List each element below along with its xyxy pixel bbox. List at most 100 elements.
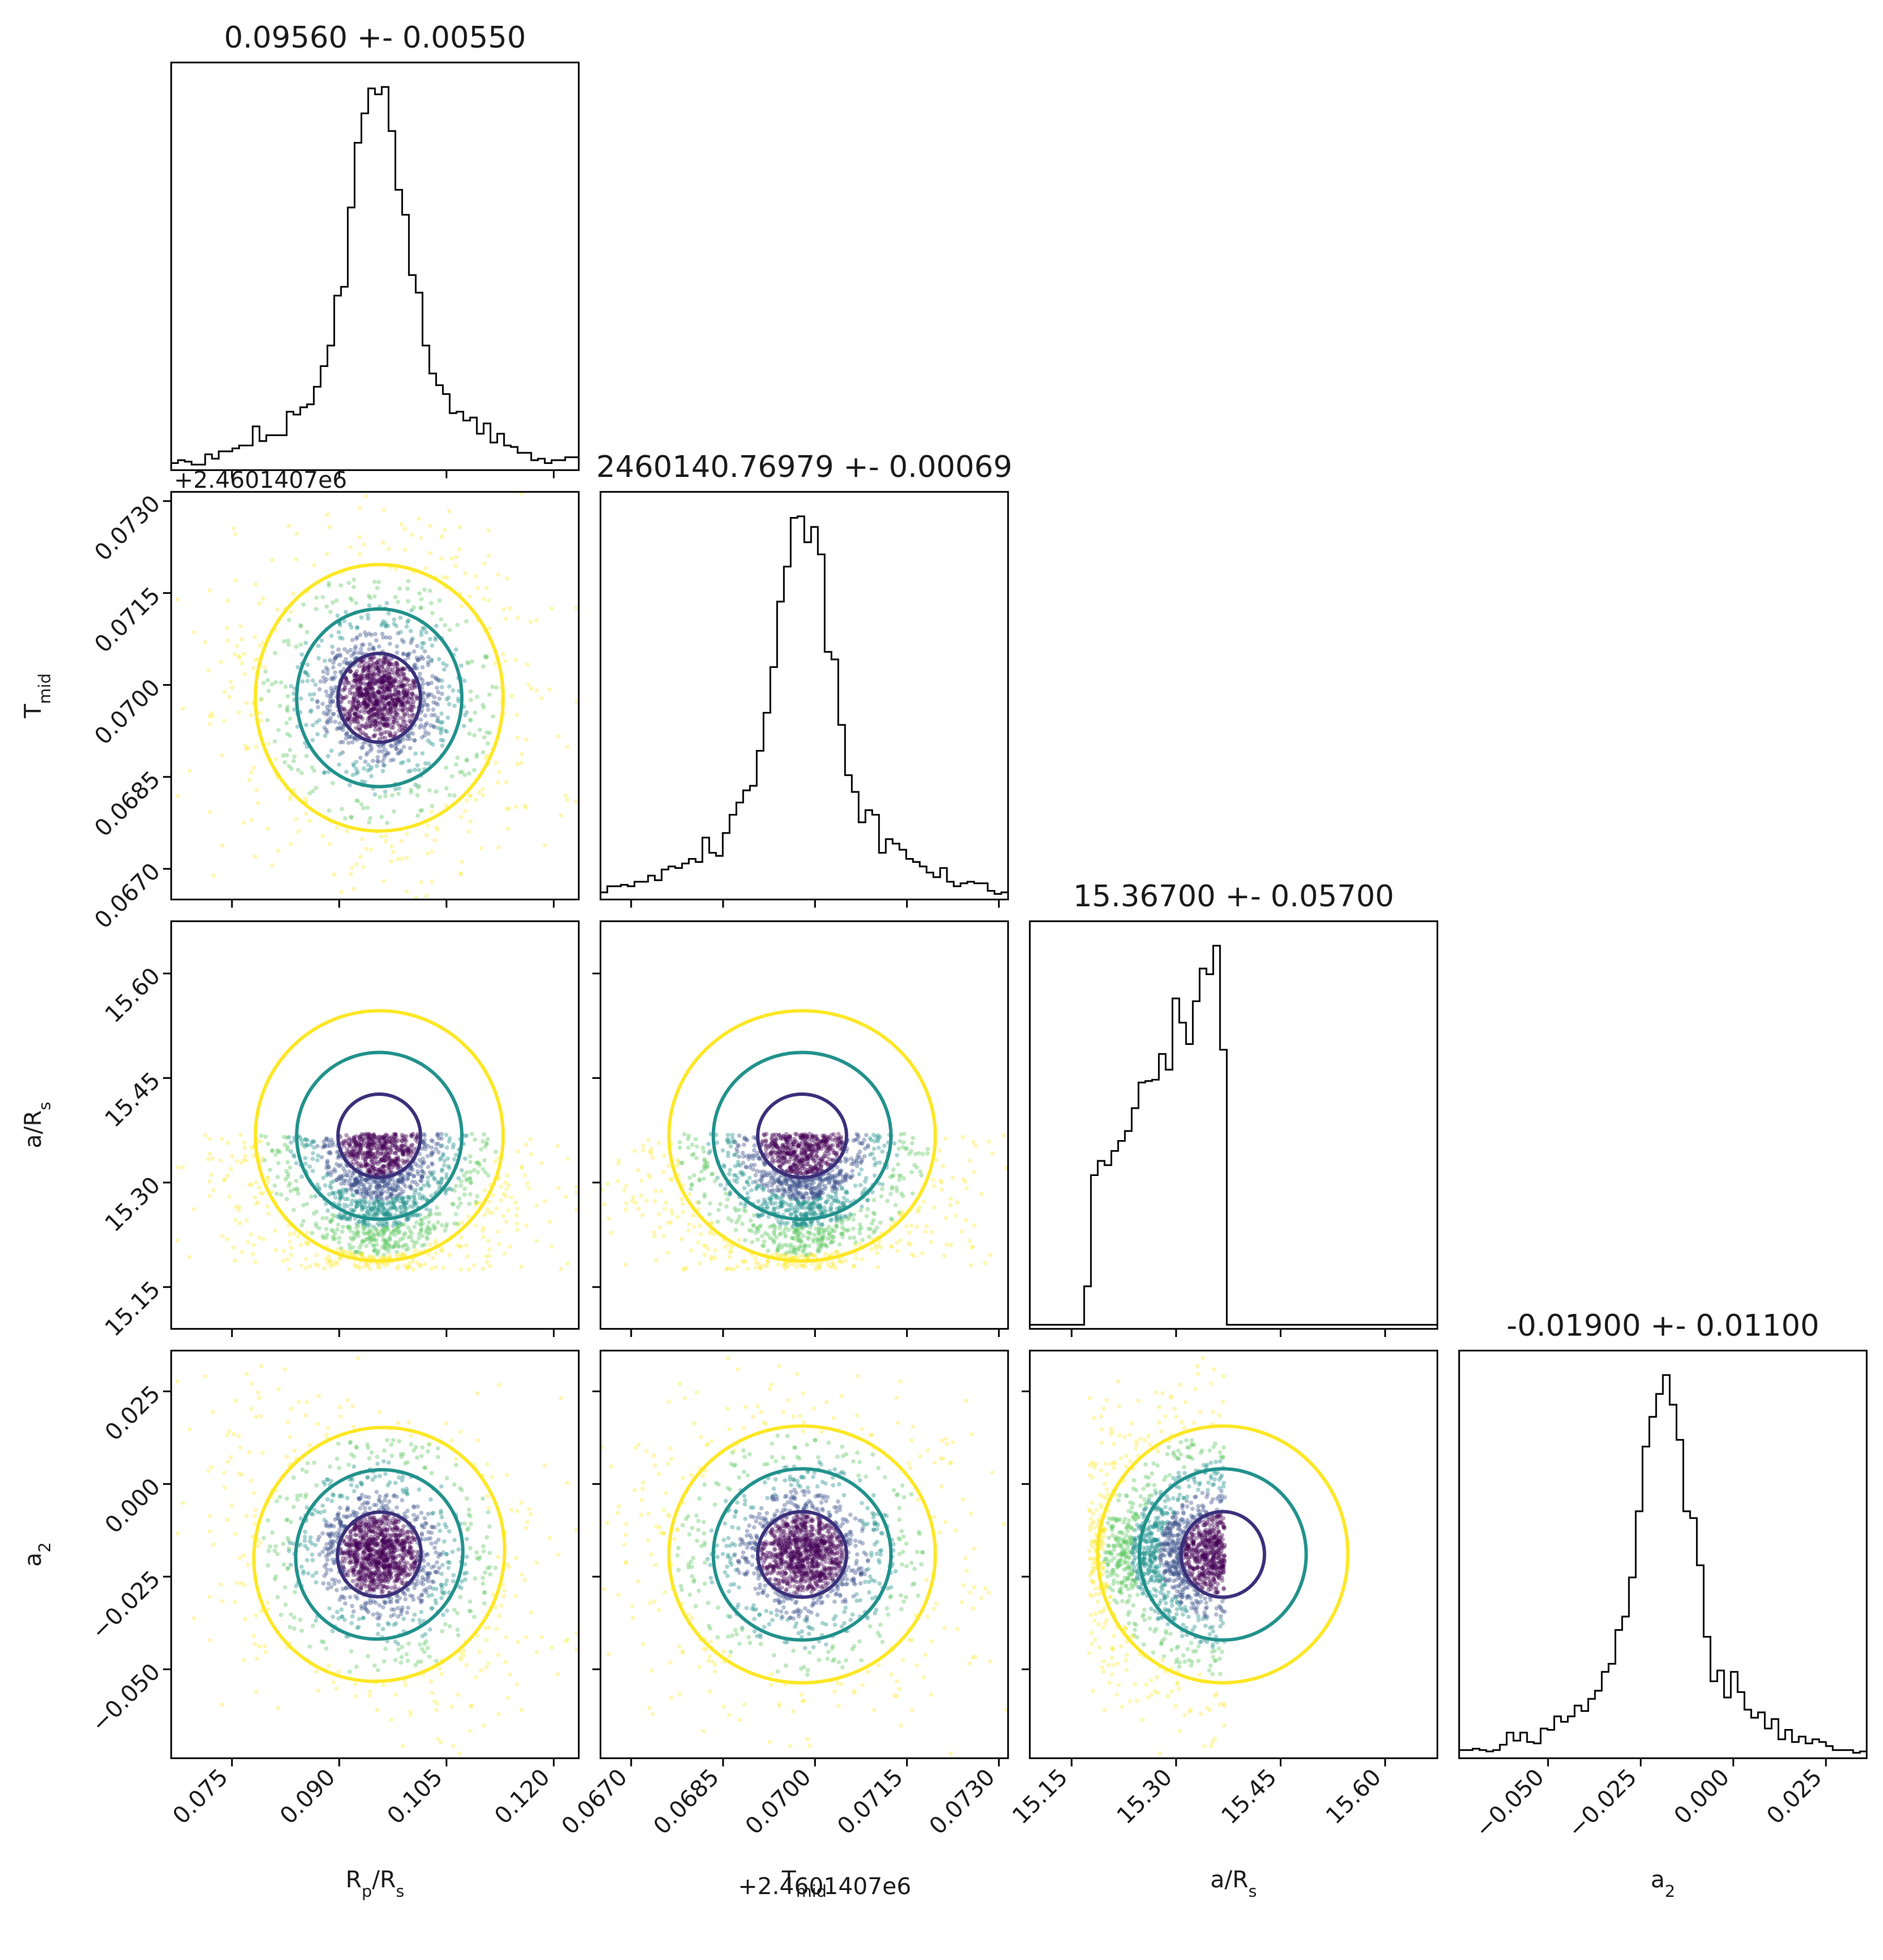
y-tick-label: 15.45 <box>100 1067 166 1133</box>
scatter-point <box>356 726 361 730</box>
scatter-point <box>377 671 382 676</box>
scatter-point <box>391 725 395 730</box>
scatter-point <box>516 1149 520 1154</box>
scatter-point <box>390 705 395 710</box>
scatter-point <box>411 605 416 610</box>
scatter-point <box>747 1175 752 1180</box>
scatter-point <box>823 1138 828 1143</box>
scatter-point <box>795 1198 800 1202</box>
scatter-point <box>757 1156 762 1160</box>
scatter-point <box>766 1214 771 1219</box>
scatter-point <box>390 698 395 702</box>
scatter-point <box>404 1200 409 1205</box>
scatter-point <box>390 1143 395 1148</box>
scatter-point <box>396 1193 401 1198</box>
scatter-point <box>798 1179 803 1183</box>
scatter-point <box>387 662 391 667</box>
scatter-point <box>365 1150 370 1155</box>
scatter-point <box>715 1175 720 1180</box>
scatter-point <box>468 1169 473 1175</box>
scatter-point <box>422 587 427 592</box>
scatter-point <box>371 1243 376 1248</box>
scatter-point <box>414 1200 418 1205</box>
scatter-point <box>394 1198 399 1203</box>
scatter-point <box>821 1139 826 1144</box>
scatter-point <box>385 716 390 721</box>
scatter-point <box>207 1179 212 1184</box>
scatter-point <box>286 1183 291 1188</box>
scatter-point <box>294 1186 300 1191</box>
scatter-point <box>412 738 417 743</box>
scatter-point <box>391 1132 396 1137</box>
scatter-point <box>439 711 444 716</box>
scatter-point <box>482 596 486 601</box>
scatter-point <box>356 722 361 727</box>
scatter-point <box>394 624 399 628</box>
scatter-point <box>811 1237 816 1242</box>
scatter-point <box>367 698 372 702</box>
scatter-point <box>355 1154 360 1158</box>
scatter-point <box>301 1219 306 1224</box>
scatter-point <box>370 679 375 685</box>
scatter-point <box>467 829 471 834</box>
scatter-point <box>353 1181 358 1186</box>
scatter-point <box>304 753 309 758</box>
scatter-point <box>308 709 313 714</box>
scatter-point <box>514 1222 519 1226</box>
scatter-point <box>806 1162 810 1166</box>
scatter-point <box>806 1230 812 1235</box>
scatter-point <box>438 730 444 736</box>
scatter-point <box>345 1173 350 1177</box>
scatter-point <box>387 1236 392 1241</box>
scatter-point <box>827 1232 831 1238</box>
scatter-point <box>364 688 369 693</box>
scatter-point <box>354 685 359 690</box>
scatter-point <box>432 1225 437 1230</box>
scatter-point <box>482 1213 487 1217</box>
scatter-point <box>376 1207 381 1212</box>
scatter-point <box>817 1169 822 1173</box>
scatter-point <box>393 678 397 683</box>
scatter-point <box>288 1188 293 1193</box>
scatter-point <box>265 1204 270 1209</box>
scatter-point <box>426 1231 431 1236</box>
scatter-point <box>365 1142 370 1147</box>
scatter-point <box>401 683 406 688</box>
scatter-point <box>560 1136 564 1140</box>
scatter-point <box>395 697 400 702</box>
scatter-point <box>370 1142 375 1147</box>
scatter-point <box>872 1146 876 1152</box>
scatter-point <box>1014 1202 1018 1207</box>
scatter-point <box>285 1145 290 1150</box>
scatter-point <box>373 1232 378 1237</box>
scatter-point <box>365 710 370 715</box>
scatter-point <box>305 1241 310 1245</box>
scatter-point <box>380 1179 384 1184</box>
scatter-point <box>401 716 406 721</box>
scatter-point <box>390 1158 395 1163</box>
scatter-point <box>369 707 374 712</box>
scatter-point <box>353 691 357 696</box>
scatter-point <box>496 572 501 577</box>
scatter-point <box>380 1234 385 1239</box>
scatter-point <box>375 1199 380 1204</box>
scatter-point <box>833 1181 838 1186</box>
scatter-point <box>384 682 390 687</box>
scatter-point <box>464 1170 469 1175</box>
scatter-point <box>382 1154 388 1160</box>
scatter-point <box>752 1162 757 1167</box>
scatter-point <box>378 691 382 696</box>
scatter-point <box>281 1258 286 1263</box>
scatter-point <box>395 1230 400 1235</box>
scatter-point <box>389 1135 394 1140</box>
scatter-point <box>814 1264 819 1269</box>
scatter-point <box>395 1184 400 1190</box>
scatter-point <box>355 1200 361 1205</box>
scatter-point <box>371 1190 376 1194</box>
scatter-point <box>306 673 310 678</box>
scatter-point <box>817 1228 821 1232</box>
scatter-point <box>412 1198 417 1202</box>
scatter-point <box>385 658 391 664</box>
scatter-point <box>800 1183 806 1188</box>
scatter-point <box>834 1217 840 1222</box>
